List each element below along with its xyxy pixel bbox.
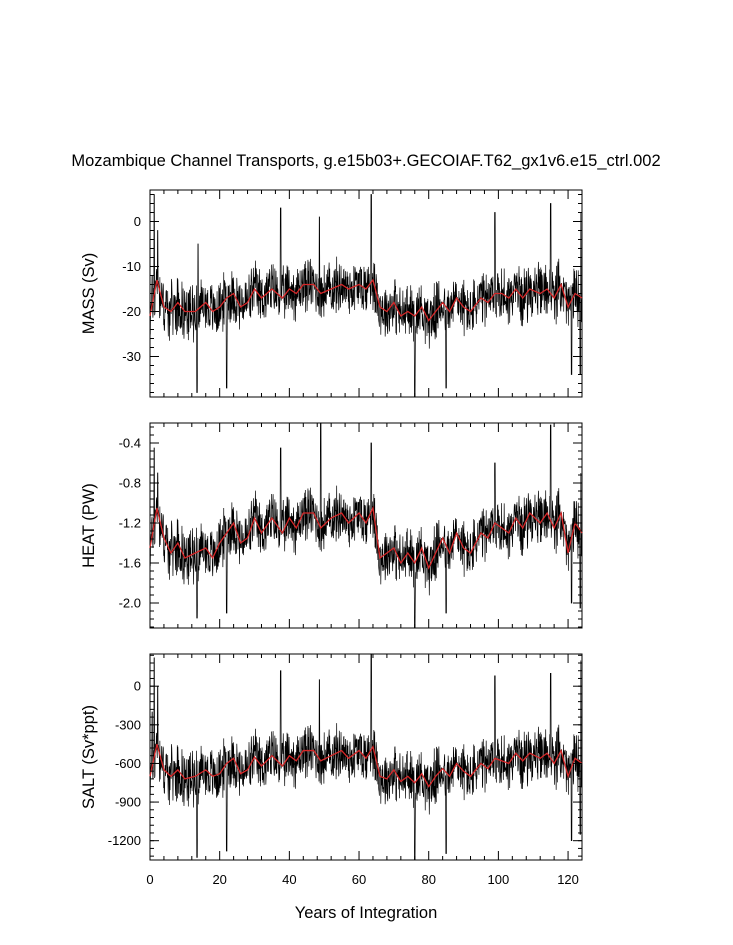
mass-y-tick-label: -20 [122, 304, 141, 319]
heat-panel: -0.4 -0.8 -1.2 -1.6 -2.0 HEAT (PW) [80, 422, 583, 629]
mass-y-tick-label: -30 [122, 349, 141, 364]
salt-y-tick-label: -1200 [108, 833, 141, 848]
salt-y-tick-label: -900 [115, 795, 141, 810]
heat-y-tick-label: -2.0 [119, 596, 141, 611]
x-tick-label: 80 [421, 872, 435, 887]
mass-y-tick-label: -10 [122, 259, 141, 274]
heat-y-axis-label: HEAT (PW) [80, 483, 98, 568]
salt-panel: 0 -300 -600 -900 -1200 SALT (Sv*ppt) [80, 653, 583, 861]
salt-y-axis-label: SALT (Sv*ppt) [80, 705, 98, 809]
x-tick-label: 0 [146, 872, 153, 887]
heat-y-tick-label: -0.4 [119, 436, 141, 451]
x-tick-label: 40 [282, 872, 296, 887]
x-tick-label: 20 [212, 872, 226, 887]
mass-smoothed-series-line [149, 278, 583, 322]
chart-title: Mozambique Channel Transports, g.e15b03+… [71, 152, 660, 170]
salt-y-tick-label: -300 [115, 717, 141, 732]
x-tick-label: 120 [557, 872, 579, 887]
mass-y-axis-label: MASS (Sv) [80, 253, 98, 335]
x-axis: 0 20 40 60 80 100 120 [146, 872, 579, 887]
heat-smoothed-series-line [149, 505, 583, 570]
salt-plot-frame [149, 653, 583, 861]
salt-y-tick-label: 0 [134, 679, 141, 694]
salt-smoothed-series-line [149, 743, 583, 788]
heat-plot-frame [149, 422, 583, 629]
salt-y-tick-label: -600 [115, 756, 141, 771]
x-tick-label: 60 [352, 872, 366, 887]
x-tick-label: 100 [488, 872, 510, 887]
heat-y-tick-label: -1.6 [119, 556, 141, 571]
mass-y-tick-label: 0 [134, 214, 141, 229]
heat-y-tick-label: -0.8 [119, 476, 141, 491]
x-axis-label: Years of Integration [295, 904, 438, 922]
heat-y-tick-label: -1.2 [119, 516, 141, 531]
salt-raw-series-line [149, 653, 583, 861]
heat-raw-series-line [149, 422, 583, 629]
mass-raw-series-line [149, 194, 583, 398]
mass-panel: 0 -10 -20 -30 MASS (Sv) [80, 189, 583, 398]
